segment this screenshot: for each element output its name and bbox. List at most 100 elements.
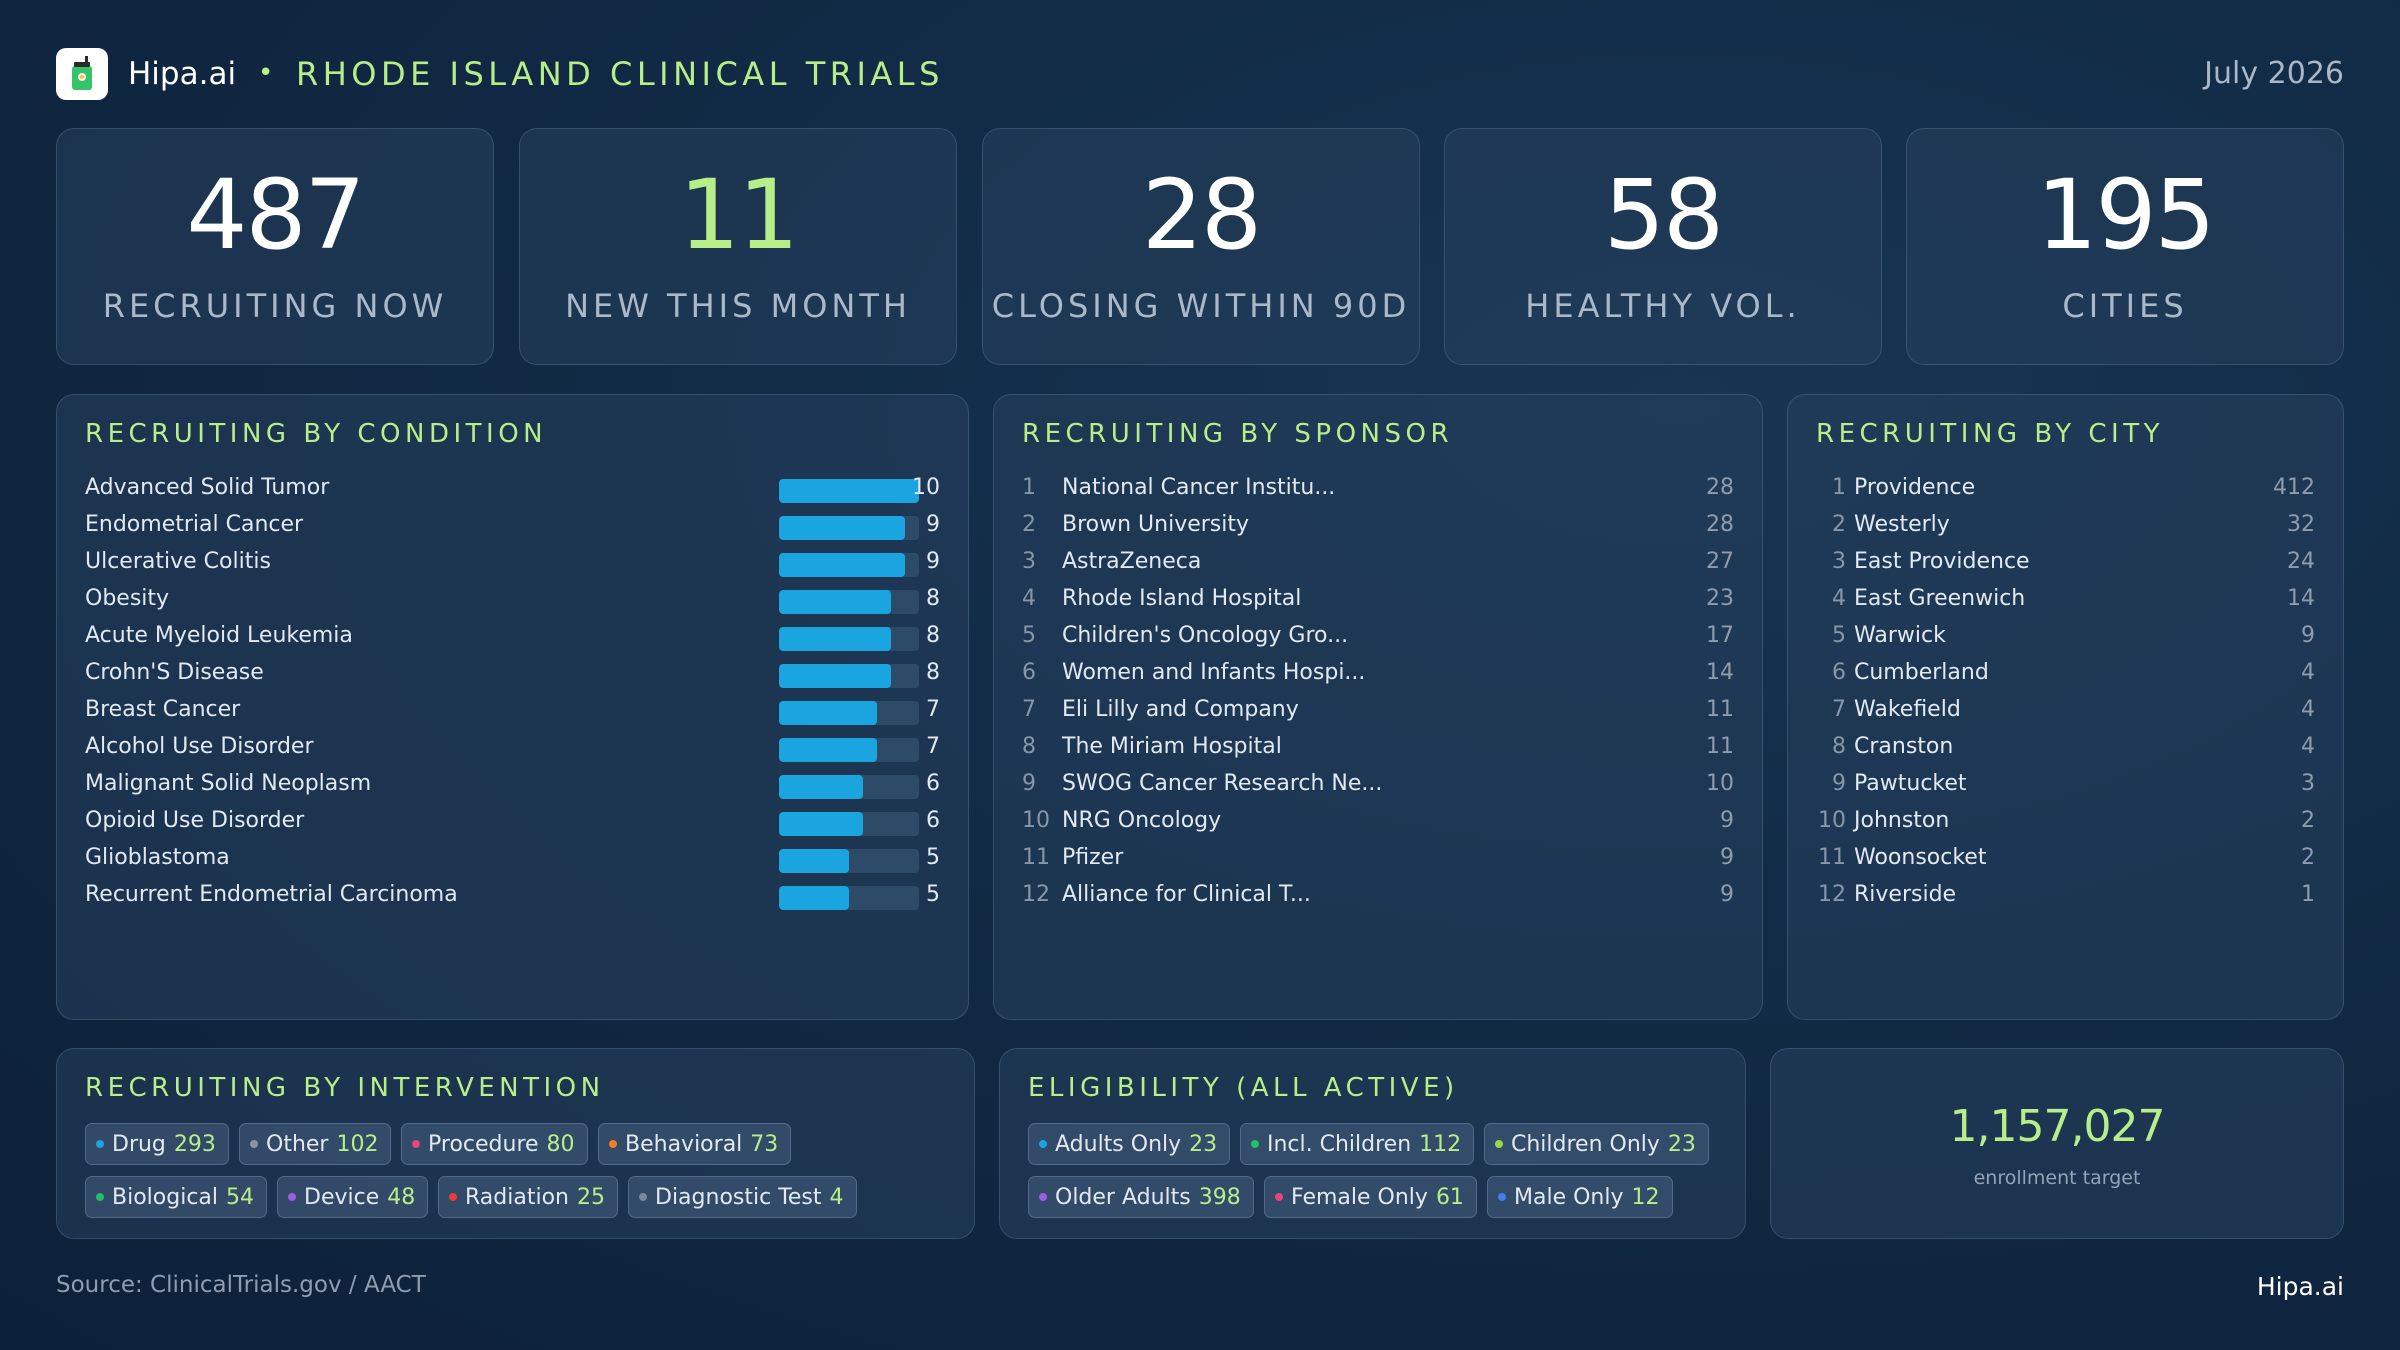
sponsor-row: 10 NRG Oncology 9 (1022, 808, 1734, 838)
city-name: East Providence (1854, 549, 2030, 574)
sponsor-name: Pfizer (1062, 845, 1124, 870)
sponsor-count: 28 (1706, 512, 1734, 537)
city-row: 12 Riverside 1 (1816, 882, 2315, 912)
chip-dot-icon (412, 1140, 420, 1148)
city-rank: 5 (1832, 623, 1846, 648)
header-separator: • (258, 58, 274, 88)
sponsor-name: Women and Infants Hospi... (1062, 660, 1366, 685)
condition-row: Breast Cancer 7 (85, 697, 940, 727)
kpi-value: 11 (678, 159, 799, 271)
condition-count: 7 (926, 697, 940, 722)
kpi-value: 487 (186, 159, 365, 271)
sponsor-row: 5 Children's Oncology Gro... 17 (1022, 623, 1734, 653)
condition-name: Malignant Solid Neoplasm (85, 771, 372, 796)
chip-count: 293 (173, 1131, 216, 1157)
chip-dot-icon (250, 1140, 258, 1148)
city-rank: 7 (1832, 697, 1846, 722)
sponsor-count: 9 (1720, 808, 1734, 833)
sponsor-row: 2 Brown University 28 (1022, 512, 1734, 542)
chip-dot-icon (609, 1140, 617, 1148)
sponsor-rank: 4 (1022, 586, 1036, 611)
kpi-value: 58 (1603, 159, 1724, 271)
kpi-label: RECRUITING NOW (102, 287, 448, 325)
chip-label: Adults Only (1055, 1131, 1182, 1157)
city-name: Providence (1854, 475, 1976, 500)
city-rank: 1 (1832, 475, 1846, 500)
city-row: 3 East Providence 24 (1816, 549, 2315, 579)
city-rank: 2 (1832, 512, 1846, 537)
condition-bar-track (779, 701, 919, 725)
condition-name: Alcohol Use Disorder (85, 734, 314, 759)
chip-dot-icon (1251, 1140, 1259, 1148)
condition-name: Ulcerative Colitis (85, 549, 271, 574)
sponsor-name: Alliance for Clinical T... (1062, 882, 1311, 907)
condition-panel: RECRUITING BY CONDITION Advanced Solid T… (56, 394, 969, 1020)
sponsor-count: 9 (1720, 845, 1734, 870)
intervention-chip: Radiation 25 (438, 1176, 618, 1218)
condition-row: Obesity 8 (85, 586, 940, 616)
chip-count: 4 (829, 1184, 844, 1210)
condition-row: Advanced Solid Tumor 10 (85, 475, 940, 505)
sponsor-rank: 10 (1022, 808, 1050, 833)
city-row: 9 Pawtucket 3 (1816, 771, 2315, 801)
city-title: RECRUITING BY CITY (1816, 419, 2164, 449)
city-count: 1 (2301, 882, 2315, 907)
sponsor-count: 27 (1706, 549, 1734, 574)
condition-title: RECRUITING BY CONDITION (85, 419, 548, 449)
chip-dot-icon (449, 1193, 457, 1201)
city-rank: 11 (1818, 845, 1846, 870)
sponsor-count: 10 (1706, 771, 1734, 796)
chip-dot-icon (639, 1193, 647, 1201)
condition-bar (779, 775, 863, 799)
kpi-card-healthy-volunteers: 58 HEALTHY VOL. (1444, 128, 1882, 365)
condition-row: Recurrent Endometrial Carcinoma 5 (85, 882, 940, 912)
condition-bar-track (779, 886, 919, 910)
sponsor-rank: 3 (1022, 549, 1036, 574)
eligibility-chip: Children Only 23 (1484, 1123, 1709, 1165)
chip-label: Diagnostic Test (655, 1184, 822, 1210)
condition-row: Alcohol Use Disorder 7 (85, 734, 940, 764)
city-row: 8 Cranston 4 (1816, 734, 2315, 764)
sponsor-count: 28 (1706, 475, 1734, 500)
sponsor-row: 4 Rhode Island Hospital 23 (1022, 586, 1734, 616)
sponsor-rank: 5 (1022, 623, 1036, 648)
chip-label: Children Only (1511, 1131, 1660, 1157)
chip-label: Procedure (428, 1131, 539, 1157)
intervention-chip: Diagnostic Test 4 (628, 1176, 857, 1218)
chip-count: 73 (750, 1131, 779, 1157)
intervention-chip: Behavioral 73 (598, 1123, 792, 1165)
condition-bar-track (779, 627, 919, 651)
condition-count: 8 (926, 660, 940, 685)
chip-dot-icon (1275, 1193, 1283, 1201)
condition-name: Endometrial Cancer (85, 512, 304, 537)
eligibility-chip: Adults Only 23 (1028, 1123, 1231, 1165)
sponsor-count: 17 (1706, 623, 1734, 648)
intervention-chip: Biological 54 (85, 1176, 268, 1218)
chip-dot-icon (1039, 1193, 1047, 1201)
page-title: RHODE ISLAND CLINICAL TRIALS (296, 55, 944, 93)
chip-dot-icon (1498, 1193, 1506, 1201)
kpi-label: NEW THIS MONTH (565, 287, 911, 325)
city-row: 4 East Greenwich 14 (1816, 586, 2315, 616)
kpi-card-new-this-month: 11 NEW THIS MONTH (519, 128, 957, 365)
city-rank: 10 (1818, 808, 1846, 833)
city-rank: 12 (1818, 882, 1846, 907)
city-count: 4 (2301, 734, 2315, 759)
city-row: 6 Cumberland 4 (1816, 660, 2315, 690)
condition-bar (779, 516, 905, 540)
chip-dot-icon (288, 1193, 296, 1201)
condition-bar-track (779, 516, 919, 540)
kpi-value: 28 (1141, 159, 1262, 271)
sponsor-name: SWOG Cancer Research Ne... (1062, 771, 1383, 796)
condition-count: 6 (926, 808, 940, 833)
sponsor-rank: 1 (1022, 475, 1036, 500)
condition-row: Ulcerative Colitis 9 (85, 549, 940, 579)
chip-label: Older Adults (1055, 1184, 1191, 1210)
kpi-label: HEALTHY VOL. (1525, 287, 1801, 325)
city-count: 2 (2301, 808, 2315, 833)
chip-label: Female Only (1291, 1184, 1428, 1210)
sponsor-rank: 9 (1022, 771, 1036, 796)
cup-icon (72, 56, 92, 90)
sponsor-rank: 8 (1022, 734, 1036, 759)
chip-count: 61 (1435, 1184, 1464, 1210)
